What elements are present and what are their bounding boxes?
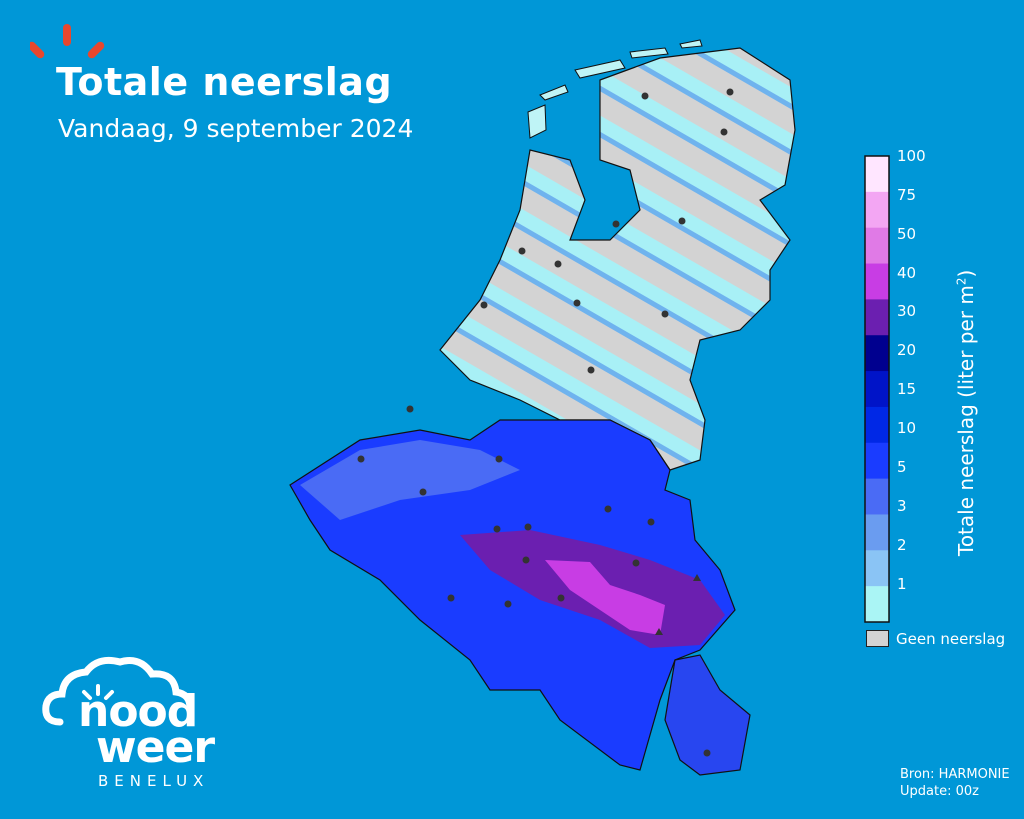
legend-segment — [865, 263, 889, 300]
luxembourg-region — [664, 654, 751, 776]
legend-tick-20: 20 — [897, 341, 917, 359]
source-info: Bron: HARMONIE Update: 00z — [900, 766, 1010, 800]
legend-tick-10: 10 — [897, 419, 917, 437]
legend-segment — [865, 550, 889, 587]
netherlands-region — [439, 47, 796, 471]
legend-tick-5: 5 — [897, 458, 907, 476]
frisian-islands — [527, 39, 703, 139]
very-heavy-precip-area — [545, 560, 665, 635]
update-line: Update: 00z — [900, 784, 979, 799]
legend-segment — [865, 406, 889, 444]
legend-segment — [865, 191, 889, 229]
legend-tick-30: 30 — [897, 302, 917, 320]
legend-tick-100: 100 — [897, 147, 926, 165]
legend-segments — [865, 156, 889, 623]
legend-title: Totale neerslag (liter per m2) — [954, 270, 978, 556]
legend-title-end: ) — [954, 269, 978, 278]
legend-tick-3: 3 — [897, 497, 907, 515]
logo-region: BENELUX — [98, 772, 210, 790]
legend-segment — [865, 514, 889, 551]
legend-tick-2: 2 — [897, 536, 907, 554]
no-precip-swatch — [866, 630, 889, 647]
logo-word-nood: nood — [78, 686, 198, 737]
legend-segment — [865, 156, 889, 193]
legend-segment — [865, 442, 889, 480]
page-title: Totale neerslag — [56, 60, 393, 104]
source-line: Bron: HARMONIE — [900, 767, 1010, 782]
logo-word-weer: weer — [96, 722, 215, 773]
flanders-light-band — [300, 440, 520, 520]
no-precip-label: Geen neerslag — [896, 630, 1006, 648]
page-subtitle: Vandaag, 9 september 2024 — [58, 114, 414, 143]
legend-segment — [865, 586, 889, 623]
logo-rays-icon — [30, 24, 105, 59]
legend-title-text: Totale neerslag (liter per m — [954, 285, 978, 556]
legend-tick-15: 15 — [897, 380, 917, 398]
legend-title-sup: 2 — [954, 277, 969, 286]
legend-segment — [865, 371, 889, 408]
legend-tick-50: 50 — [897, 225, 917, 243]
legend-colorbar — [864, 155, 890, 623]
city-markers — [357, 88, 734, 757]
legend-segment — [865, 478, 889, 515]
noodweer-cloud-logo-icon — [42, 656, 194, 726]
legend-segment — [865, 227, 889, 265]
legend-segment — [865, 299, 889, 336]
legend-tick-75: 75 — [897, 186, 917, 204]
belgium-region — [289, 419, 736, 771]
legend-segment — [865, 335, 889, 372]
legend-tick-1: 1 — [897, 575, 907, 593]
legend-tick-40: 40 — [897, 264, 917, 282]
